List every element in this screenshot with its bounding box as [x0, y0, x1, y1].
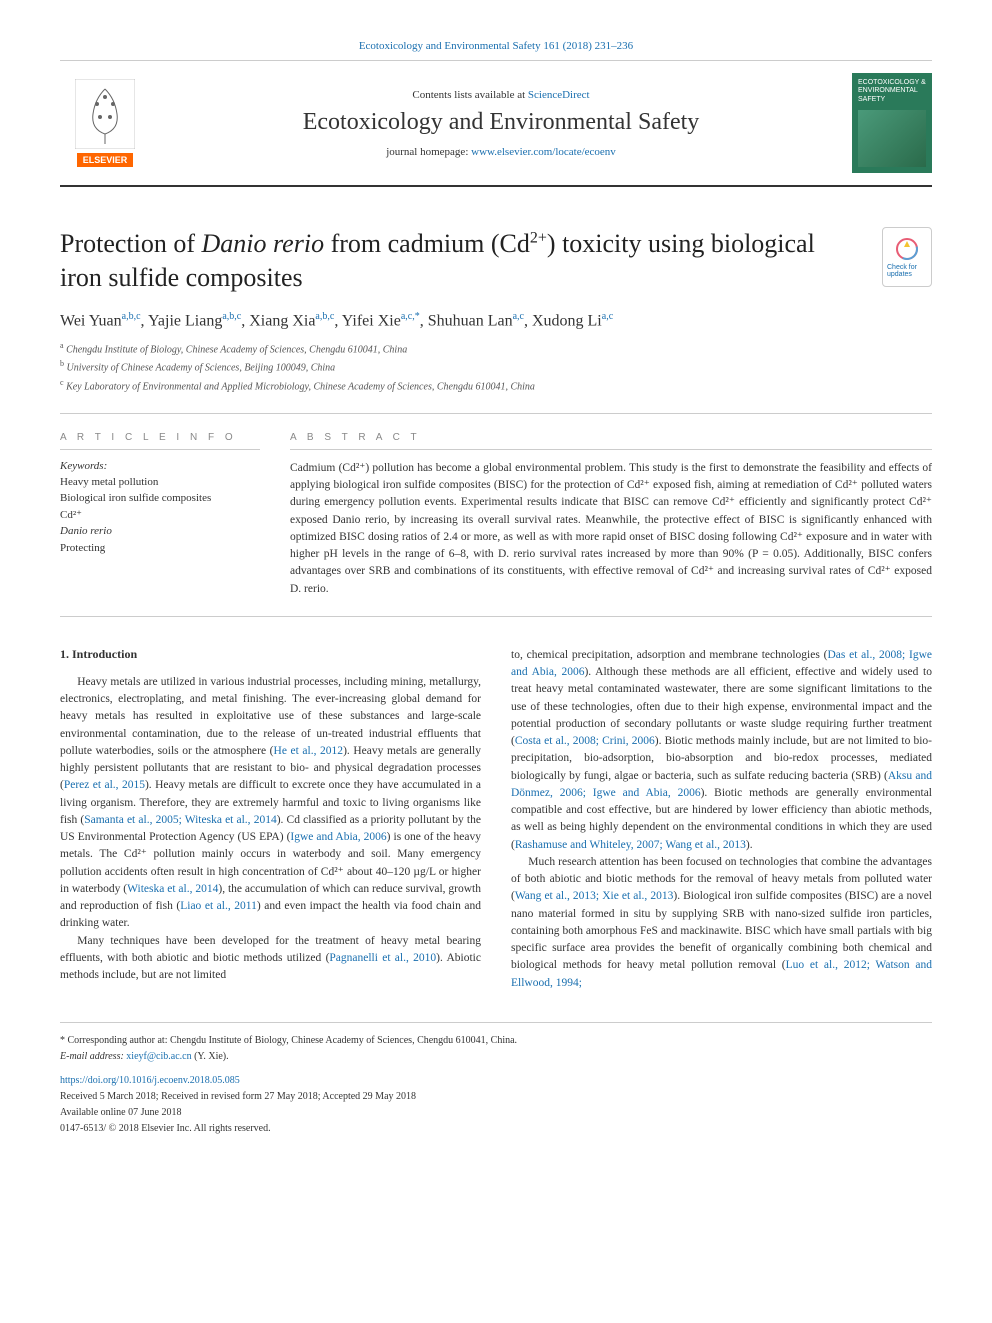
body-paragraph: Heavy metals are utilized in various ind… [60, 674, 481, 933]
doi-link[interactable]: https://doi.org/10.1016/j.ecoenv.2018.05… [60, 1075, 240, 1086]
contents-line: Contents lists available at ScienceDirec… [170, 89, 832, 101]
article-info: A R T I C L E I N F O Keywords: Heavy me… [60, 432, 260, 598]
article-title: Protection of Danio rerio from cadmium (… [60, 227, 862, 295]
abstract-text: Cadmium (Cd²⁺) pollution has become a gl… [290, 460, 932, 598]
divider [60, 449, 260, 450]
abstract: A B S T R A C T Cadmium (Cd²⁺) pollution… [290, 432, 932, 598]
elsevier-tree-icon [75, 79, 135, 149]
body-paragraph: Many techniques have been developed for … [60, 933, 481, 985]
email-line: E-mail address: xieyf@cib.ac.cn (Y. Xie)… [60, 1049, 932, 1065]
body-col-right: to, chemical precipitation, adsorption a… [511, 647, 932, 992]
homepage-line: journal homepage: www.elsevier.com/locat… [170, 146, 832, 158]
corresponding-author: * Corresponding author at: Chengdu Insti… [60, 1033, 932, 1049]
title-italic: Danio rerio [202, 229, 325, 258]
email-link[interactable]: xieyf@cib.ac.cn [126, 1051, 191, 1062]
body: 1. Introduction Heavy metals are utilize… [60, 647, 932, 992]
journal-title: Ecotoxicology and Environmental Safety [170, 109, 832, 136]
cover-image-icon [858, 110, 926, 167]
check-updates-icon [895, 237, 919, 261]
body-paragraph: to, chemical precipitation, adsorption a… [511, 647, 932, 854]
elsevier-label: ELSEVIER [77, 153, 134, 167]
copyright: 0147-6513/ © 2018 Elsevier Inc. All righ… [60, 1121, 932, 1137]
footer: * Corresponding author at: Chengdu Insti… [60, 1022, 932, 1137]
journal-cover[interactable]: ECOTOXICOLOGY & ENVIRONMENTAL SAFETY [852, 73, 932, 173]
header-citation[interactable]: Ecotoxicology and Environmental Safety 1… [60, 40, 932, 52]
section-heading: 1. Introduction [60, 647, 481, 662]
elsevier-logo[interactable]: ELSEVIER [60, 73, 150, 173]
affiliations: a Chengdu Institute of Biology, Chinese … [60, 340, 862, 395]
contents-prefix: Contents lists available at [412, 89, 527, 101]
homepage-prefix: journal homepage: [386, 146, 471, 158]
masthead-center: Contents lists available at ScienceDirec… [150, 89, 852, 158]
check-updates-label: Check for updates [887, 264, 927, 278]
body-col-left: 1. Introduction Heavy metals are utilize… [60, 647, 481, 992]
authors: Wei Yuana,b,c, Yajie Lianga,b,c, Xiang X… [60, 311, 862, 330]
body-paragraph: Much research attention has been focused… [511, 854, 932, 992]
available-date: Available online 07 June 2018 [60, 1105, 932, 1121]
check-updates-button[interactable]: Check for updates [882, 227, 932, 287]
received-dates: Received 5 March 2018; Received in revis… [60, 1089, 932, 1105]
sciencedirect-link[interactable]: ScienceDirect [528, 89, 590, 101]
divider [290, 449, 932, 450]
email-suffix: (Y. Xie). [192, 1051, 229, 1062]
keywords-list: Heavy metal pollutionBiological iron sul… [60, 474, 260, 557]
keywords-label: Keywords: [60, 460, 260, 472]
email-label: E-mail address: [60, 1051, 126, 1062]
divider [60, 413, 932, 414]
masthead: ELSEVIER Contents lists available at Sci… [60, 60, 932, 187]
title-part: from cadmium (Cd [324, 229, 530, 258]
title-part: Protection of [60, 229, 202, 258]
divider [60, 616, 932, 617]
article-info-label: A R T I C L E I N F O [60, 432, 260, 443]
title-sup: 2+ [530, 229, 547, 246]
cover-text: ECOTOXICOLOGY & ENVIRONMENTAL SAFETY [858, 79, 926, 104]
homepage-link[interactable]: www.elsevier.com/locate/ecoenv [471, 146, 616, 158]
abstract-label: A B S T R A C T [290, 432, 932, 443]
